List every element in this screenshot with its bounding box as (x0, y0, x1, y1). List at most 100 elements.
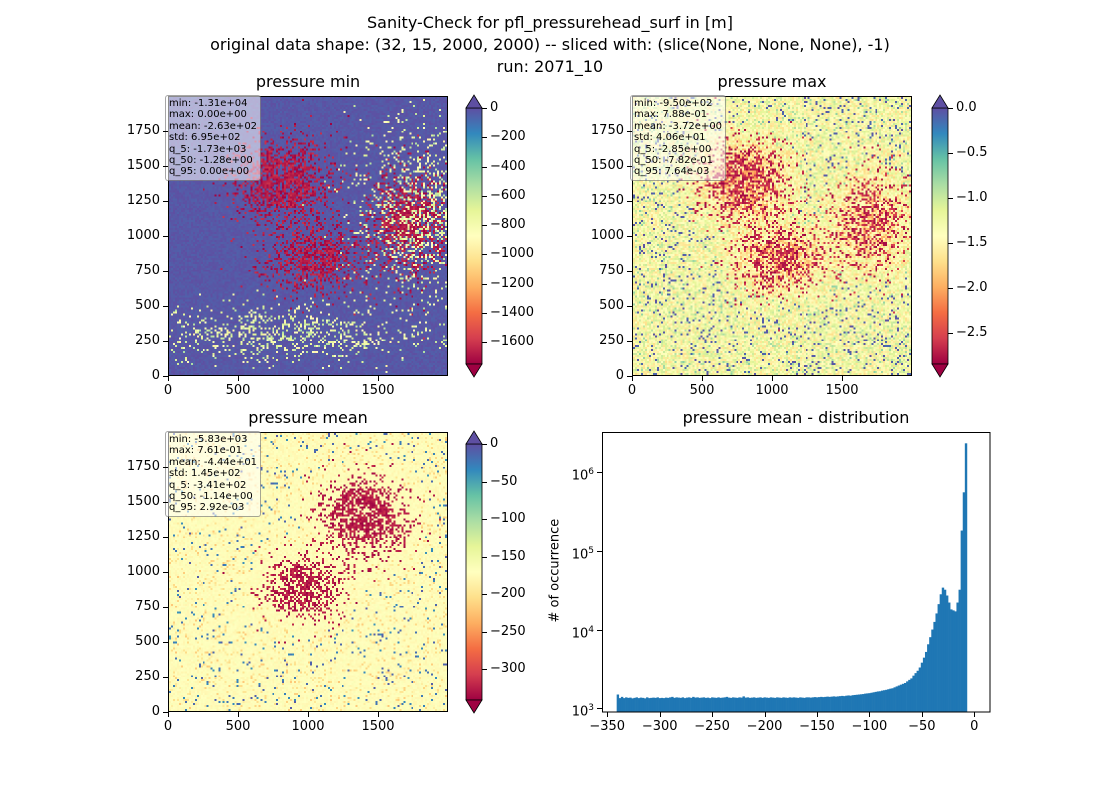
histogram-bar (685, 697, 689, 712)
histogram-bar (704, 697, 708, 712)
colorbar-tick (482, 283, 487, 285)
colorbar-tick (948, 152, 953, 154)
colorbar-extend-max (931, 94, 949, 109)
histogram-bar (912, 675, 915, 712)
y-tick-label: 1250 (590, 193, 624, 208)
histogram-bar (929, 637, 932, 712)
histogram-bar (847, 695, 850, 712)
histogram-bar (918, 667, 922, 712)
histogram-bar (885, 689, 888, 712)
histogram-bar (690, 697, 693, 712)
histogram-bar (897, 685, 901, 712)
colorbar (931, 94, 949, 378)
histogram-bar (763, 697, 766, 712)
y-tick-label: 1000 (126, 564, 160, 579)
plot-frame (602, 432, 991, 713)
histogram-bar (629, 697, 632, 712)
histogram-bar (673, 697, 676, 712)
y-tick-label: 0 (615, 368, 624, 383)
histogram-bar (834, 696, 838, 712)
histogram-bar (650, 697, 653, 712)
x-tick (842, 376, 843, 381)
y-tick-label: 250 (599, 333, 624, 348)
stats-line: max: 0.00e+00 (169, 109, 247, 121)
histogram-bar (765, 697, 768, 712)
y-tick-label: 1500 (590, 158, 624, 173)
histogram-bar (849, 695, 852, 712)
histogram-bar (702, 697, 706, 712)
y-tick (627, 376, 632, 377)
y-tick (163, 201, 168, 202)
histogram-bar (954, 611, 957, 712)
histogram-bar (908, 679, 911, 712)
colorbar-tick (482, 481, 487, 483)
stats-line: mean: -2.63e+02 (169, 120, 258, 132)
histogram-bar (916, 670, 919, 712)
colorbar-tick (482, 519, 487, 521)
colorbar-tick-label: −800 (490, 217, 526, 233)
figure-title-line-2: original data shape: (32, 15, 2000, 2000… (210, 35, 890, 54)
y-tick (163, 572, 168, 573)
histogram-bar (822, 697, 825, 712)
histogram-bar (874, 691, 878, 712)
histogram-bar (950, 609, 953, 712)
histogram-bar (759, 697, 762, 712)
histogram-bar (750, 697, 754, 712)
y-tick (597, 629, 602, 631)
histogram-bar (880, 690, 884, 712)
histogram-bar (652, 697, 655, 712)
histogram-bar (734, 697, 737, 712)
colorbar-tick (482, 137, 487, 139)
colorbar-tick-label: −250 (490, 623, 526, 639)
colorbar-tick-label: 0.0 (956, 100, 977, 115)
panel-title: pressure mean - distribution (682, 408, 910, 427)
histogram-bar (639, 697, 643, 712)
histogram-bar (635, 697, 638, 712)
histogram-bar (809, 697, 813, 712)
histogram-bar (962, 492, 966, 712)
stats-line: std: 1.45e+02 (169, 468, 241, 480)
x-tick-label: 500 (225, 383, 251, 398)
x-tick (869, 712, 871, 717)
y-tick-label: 500 (135, 634, 160, 649)
x-tick-label: 1000 (291, 383, 325, 398)
panel-title: pressure mean (248, 408, 368, 427)
y-tick (627, 341, 632, 342)
histogram-bar (933, 621, 936, 712)
histogram-bar (706, 697, 710, 712)
y-tick (163, 607, 168, 608)
histogram-bar (698, 697, 701, 712)
y-tick (163, 306, 168, 307)
histogram-bar (622, 698, 626, 712)
histogram-bar (679, 697, 682, 712)
stats-line: q_95: 0.00e+00 (169, 166, 250, 178)
x-tick-label: −150 (799, 719, 835, 734)
histogram-bar (914, 673, 917, 712)
y-tick (163, 376, 168, 377)
y-tick-label: 500 (599, 298, 624, 313)
stats-line: q_50: -7.82e-01 (634, 155, 713, 167)
x-tick-label: −100 (851, 719, 888, 734)
histogram-bar (952, 610, 955, 712)
colorbar-tick (482, 312, 487, 314)
x-tick-label: 0 (970, 719, 979, 734)
y-tick (163, 467, 168, 468)
histogram-bar (616, 694, 620, 712)
histogram-bar (721, 697, 724, 712)
x-tick-label: −300 (641, 719, 678, 734)
y-tick (163, 537, 168, 538)
y-tick (163, 502, 168, 503)
histogram-bar (780, 697, 783, 712)
y-tick (597, 550, 602, 552)
histogram-bar (859, 694, 863, 712)
y-tick-label: 500 (135, 298, 160, 313)
x-tick (607, 712, 609, 717)
stats-line: max: 7.61e-01 (169, 445, 243, 457)
histogram-bar (866, 693, 869, 712)
histogram-bar (618, 698, 622, 712)
histogram-bar (824, 696, 827, 712)
stats-line: q_50: -1.14e+00 (169, 491, 253, 503)
histogram-bar (910, 678, 913, 712)
histogram-bar (736, 697, 739, 712)
colorbar-tick-label: −50 (490, 473, 518, 489)
